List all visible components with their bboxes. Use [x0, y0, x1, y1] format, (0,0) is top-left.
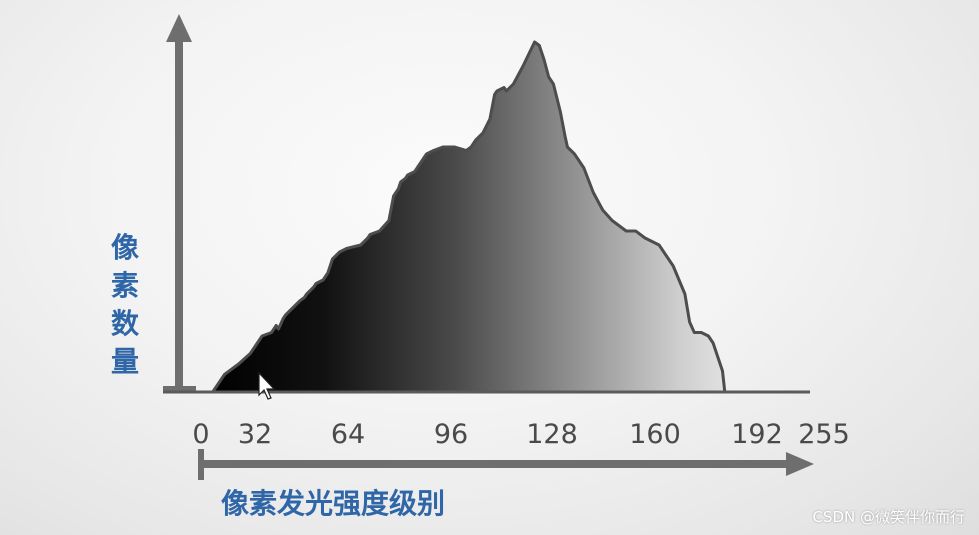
y-axis-label-char: 数 — [111, 307, 140, 340]
watermark: CSDN @微笑伴你而行 — [812, 508, 965, 526]
y-axis-arrow-icon — [166, 14, 192, 42]
tick-label-160: 160 — [629, 419, 681, 450]
tick-label-192: 192 — [731, 419, 783, 450]
y-axis-label-char: 素 — [111, 269, 139, 302]
tick-label-32: 32 — [238, 419, 272, 450]
y-axis-label-char: 像 — [111, 231, 140, 264]
x-axis-arrow-icon — [786, 452, 814, 476]
y-axis-label-char: 量 — [111, 345, 139, 378]
x-axis-label: 像素发光强度级别 — [221, 487, 445, 520]
tick-label-128: 128 — [526, 419, 578, 450]
tick-label-96: 96 — [434, 419, 468, 450]
mouse-cursor-icon — [258, 371, 276, 400]
histogram-area — [211, 40, 727, 394]
tick-label-64: 64 — [331, 419, 365, 450]
tick-label-0: 0 — [192, 419, 209, 450]
tick-label-255: 255 — [798, 419, 850, 450]
x-tick-labels: 0 32 64 96 128 160 192 255 — [192, 419, 849, 450]
